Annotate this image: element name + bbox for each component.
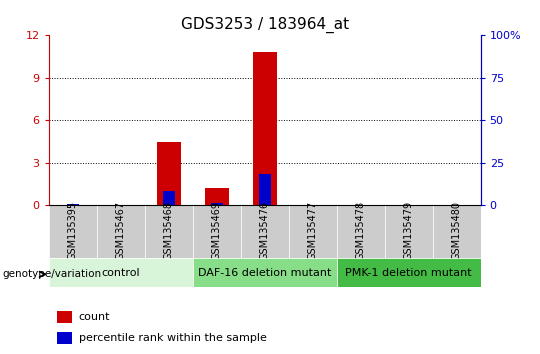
Bar: [163, 191, 174, 205]
Bar: [433, 205, 481, 258]
Text: GSM135395: GSM135395: [68, 201, 78, 261]
Bar: [253, 52, 276, 205]
Text: GSM135478: GSM135478: [356, 201, 366, 261]
Title: GDS3253 / 183964_at: GDS3253 / 183964_at: [180, 16, 349, 33]
Text: PMK-1 deletion mutant: PMK-1 deletion mutant: [345, 268, 472, 278]
Text: DAF-16 deletion mutant: DAF-16 deletion mutant: [198, 268, 331, 278]
Bar: [336, 205, 384, 258]
Bar: [336, 258, 481, 287]
Bar: [66, 204, 79, 205]
Bar: [193, 258, 336, 287]
Text: GSM135477: GSM135477: [308, 201, 318, 261]
Text: GSM135480: GSM135480: [451, 201, 462, 260]
Text: control: control: [102, 268, 140, 278]
Text: GSM135467: GSM135467: [116, 201, 126, 261]
Text: GSM135476: GSM135476: [260, 201, 269, 261]
Bar: [205, 188, 228, 205]
Bar: [49, 258, 193, 287]
Bar: [49, 205, 97, 258]
Text: GSM135479: GSM135479: [403, 201, 414, 261]
Text: genotype/variation: genotype/variation: [3, 269, 102, 279]
Bar: [97, 205, 145, 258]
Bar: [145, 205, 193, 258]
Text: GSM135469: GSM135469: [212, 201, 221, 260]
Bar: [57, 332, 72, 343]
Bar: [57, 312, 72, 323]
Text: count: count: [79, 312, 110, 322]
Bar: [288, 205, 336, 258]
Bar: [193, 205, 241, 258]
Bar: [157, 142, 180, 205]
Bar: [259, 174, 271, 205]
Text: GSM135468: GSM135468: [164, 201, 173, 260]
Bar: [211, 203, 222, 205]
Bar: [241, 205, 288, 258]
Text: percentile rank within the sample: percentile rank within the sample: [79, 333, 267, 343]
Bar: [384, 205, 433, 258]
